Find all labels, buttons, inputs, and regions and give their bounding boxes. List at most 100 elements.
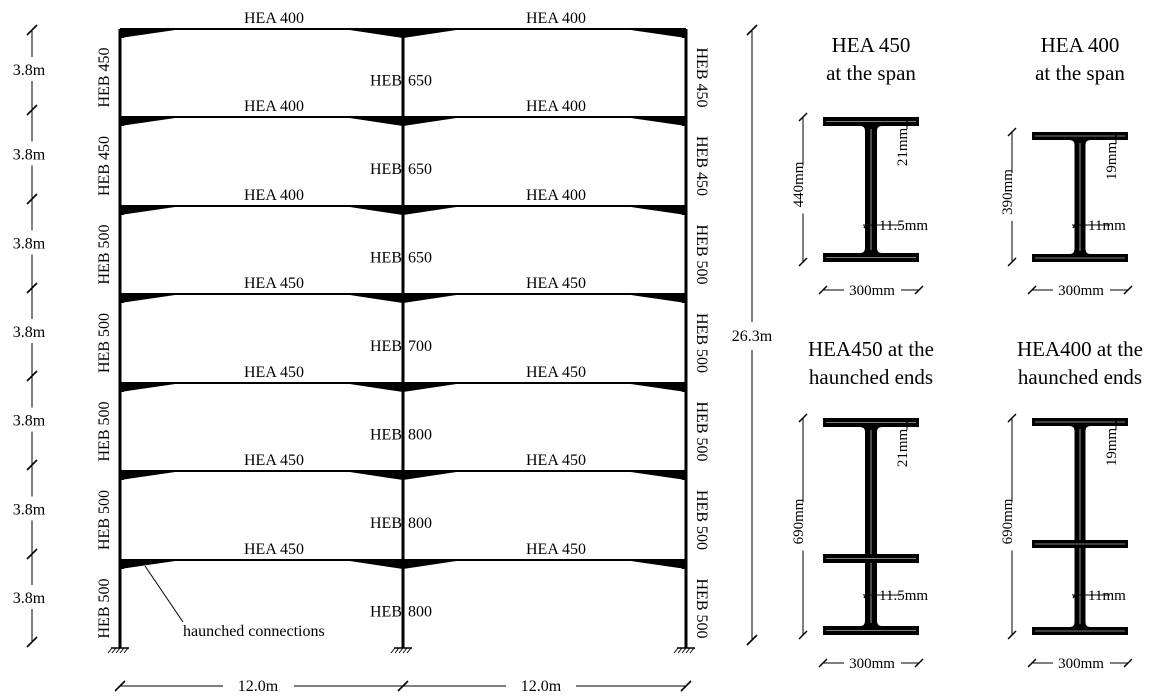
fixed-support-2 bbox=[673, 647, 695, 654]
section-depth-label: 690mm bbox=[1000, 498, 1016, 544]
section-web-label: 11.5mm bbox=[879, 588, 928, 604]
beam-label-right: HEA 400 bbox=[526, 10, 586, 27]
haunch-5-1 bbox=[343, 471, 403, 480]
exterior-column-label-left: HEB 500 bbox=[96, 225, 113, 285]
section-title-line1: HEA 450 bbox=[832, 33, 911, 57]
exterior-column-label-left: HEB 500 bbox=[96, 579, 113, 639]
story-height-label: 3.8m bbox=[13, 413, 46, 430]
section-title-line2: at the span bbox=[1035, 61, 1125, 85]
exterior-column-label-left: HEB 450 bbox=[96, 136, 113, 196]
section-title-line2: haunched ends bbox=[809, 365, 933, 389]
haunch-0-0 bbox=[120, 29, 182, 38]
total-height-dimension bbox=[746, 24, 758, 646]
interior-column-label-a: HEB bbox=[370, 338, 402, 355]
beam-label-right: HEA 450 bbox=[526, 541, 586, 558]
section-width-label: 300mm bbox=[1058, 656, 1104, 672]
section-web-label: 11.5mm bbox=[879, 218, 928, 234]
interior-column-label-a: HEB bbox=[370, 427, 402, 444]
beam-label-left: HEA 450 bbox=[244, 541, 304, 558]
interior-column-label-b: 650 bbox=[408, 73, 432, 90]
beam-label-right: HEA 400 bbox=[526, 187, 586, 204]
story-height-dimension bbox=[26, 24, 38, 648]
haunch-0-2 bbox=[403, 29, 463, 38]
exterior-column-label-right: HEB 500 bbox=[693, 402, 710, 462]
haunch-1-0 bbox=[120, 117, 182, 126]
beam-label-left: HEA 450 bbox=[244, 452, 304, 469]
story-height-label: 3.8m bbox=[13, 590, 46, 607]
haunch-0-3 bbox=[624, 29, 686, 38]
interior-column-label-b: 650 bbox=[408, 250, 432, 267]
haunch-plate-l-1 bbox=[120, 116, 124, 126]
interior-column-label-a: HEB bbox=[370, 73, 402, 90]
beam-label-right: HEA 450 bbox=[526, 275, 586, 292]
exterior-column-label-left: HEB 500 bbox=[96, 313, 113, 373]
haunch-3-1 bbox=[343, 294, 403, 303]
section-hea400-haunch: HEA400 at the haunched ends 690mm 19mm 11mm 3… bbox=[1000, 337, 1143, 672]
haunch-4-1 bbox=[343, 383, 403, 392]
beam-label-right: HEA 450 bbox=[526, 452, 586, 469]
haunch-6-1 bbox=[343, 560, 403, 569]
section-flange-label: 19mm bbox=[1104, 142, 1120, 181]
section-depth-label: 390mm bbox=[1000, 169, 1016, 215]
haunch-1-3 bbox=[624, 117, 686, 126]
exterior-column-label-right: HEB 500 bbox=[693, 225, 710, 285]
haunch-plate-l-2 bbox=[120, 205, 124, 215]
section-hea450-span: HEA 450 at the span 440mm 21mm 11.5mm 300mm bbox=[791, 33, 928, 299]
beam-label-right: HEA 450 bbox=[526, 364, 586, 381]
haunch-plate-l-3 bbox=[120, 293, 124, 303]
beam-label-left: HEA 400 bbox=[244, 187, 304, 204]
exterior-column-label-left: HEB 500 bbox=[96, 402, 113, 462]
exterior-column-label-left: HEB 450 bbox=[96, 48, 113, 108]
interior-column-label-a: HEB bbox=[370, 250, 402, 267]
bay-width-right: 12.0m bbox=[521, 678, 562, 695]
haunch-plate-r-3 bbox=[682, 293, 686, 303]
haunch-3-2 bbox=[403, 294, 463, 303]
haunch-note: haunched connections bbox=[183, 623, 325, 640]
exterior-column-label-right: HEB 500 bbox=[693, 490, 710, 550]
beam-label-right: HEA 400 bbox=[526, 98, 586, 115]
haunch-plate-r-4 bbox=[682, 382, 686, 392]
haunch-2-2 bbox=[403, 206, 463, 215]
interior-column-label-b: 700 bbox=[408, 338, 432, 355]
haunch-5-2 bbox=[403, 471, 463, 480]
story-height-label: 3.8m bbox=[13, 147, 46, 164]
haunch-2-1 bbox=[343, 206, 403, 215]
haunch-4-3 bbox=[624, 383, 686, 392]
story-height-label: 3.8m bbox=[13, 236, 46, 253]
haunch-3-3 bbox=[624, 294, 686, 303]
beam-label-left: HEA 450 bbox=[244, 275, 304, 292]
haunch-4-2 bbox=[403, 383, 463, 392]
beam-label-left: HEA 400 bbox=[244, 10, 304, 27]
interior-column-label-b: 800 bbox=[408, 427, 432, 444]
haunch-plate-l-6 bbox=[120, 559, 124, 569]
haunch-plate-l-0 bbox=[120, 28, 124, 38]
beam-label-left: HEA 450 bbox=[244, 364, 304, 381]
section-hea450-haunch: HEA450 at the haunched ends 690mm 21mm 11.5m… bbox=[791, 337, 934, 672]
haunch-6-2 bbox=[403, 560, 463, 569]
haunch-plate-r-0 bbox=[682, 28, 686, 38]
haunch-group bbox=[120, 28, 686, 569]
interior-column-label-b: 800 bbox=[408, 604, 432, 621]
support-group bbox=[107, 647, 695, 654]
section-flange-label: 21mm bbox=[895, 429, 911, 468]
haunch-plate-r-1 bbox=[682, 116, 686, 126]
exterior-column-label-right: HEB 500 bbox=[693, 579, 710, 639]
section-web-label: 11mm bbox=[1088, 218, 1126, 234]
haunch-6-3 bbox=[624, 560, 686, 569]
section-title-line2: haunched ends bbox=[1018, 365, 1142, 389]
fixed-support-1 bbox=[390, 647, 412, 654]
interior-column-label-b: 650 bbox=[408, 161, 432, 178]
fixed-support-0 bbox=[107, 647, 129, 654]
exterior-column-label-right: HEB 450 bbox=[693, 48, 710, 108]
story-height-labels: 3.8m 3.8m 3.8m 3.8m 3.8m 3.8m 3.8m bbox=[13, 62, 46, 607]
haunch-leader-line bbox=[144, 565, 184, 623]
haunch-plate-r-5 bbox=[682, 470, 686, 480]
section-title-line1: HEA 400 bbox=[1041, 33, 1120, 57]
story-height-label: 3.8m bbox=[13, 502, 46, 519]
haunch-0-1 bbox=[343, 29, 403, 38]
interior-column-label-b: 800 bbox=[408, 515, 432, 532]
section-width-label: 300mm bbox=[1058, 283, 1104, 299]
section-hea400-span: HEA 400 at the span 390mm 19mm 11mm 300mm bbox=[1000, 33, 1133, 299]
section-title-line2: at the span bbox=[826, 61, 916, 85]
